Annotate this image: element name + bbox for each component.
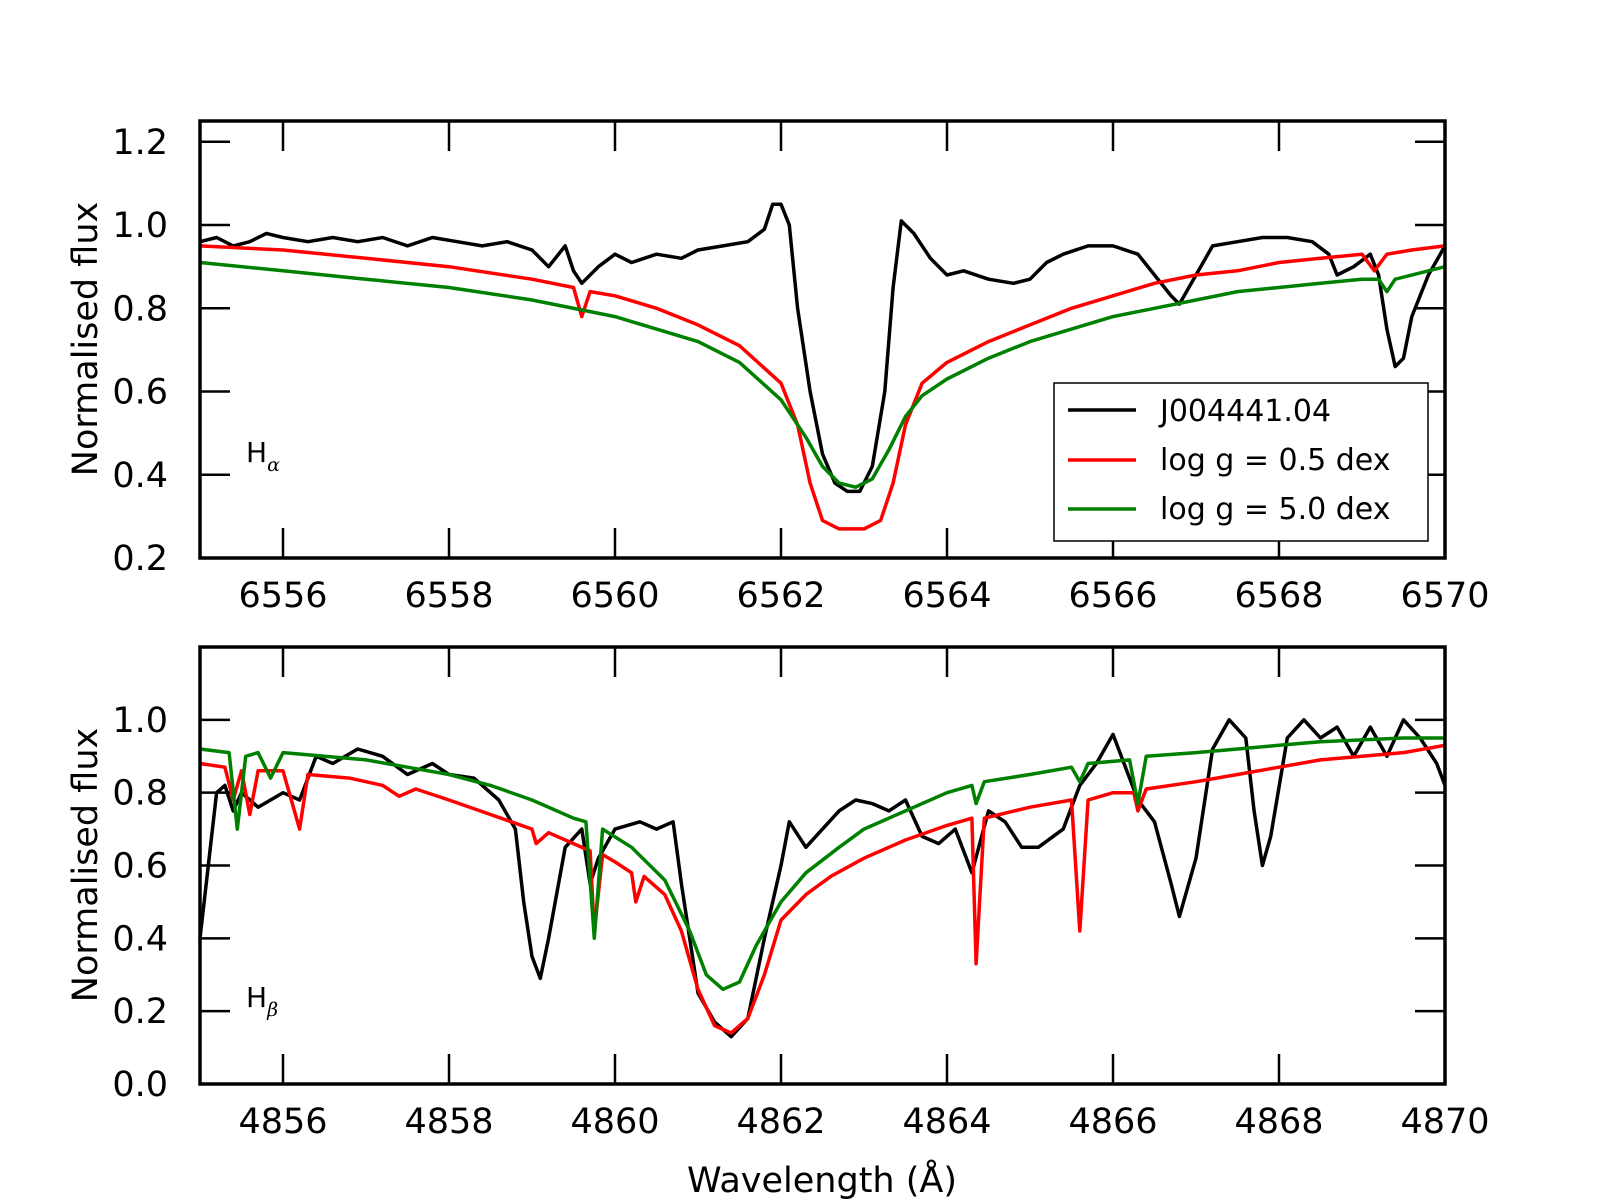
h-alpha-x-tick-label: 6560 xyxy=(570,576,659,616)
h-beta-x-tick-label: 4862 xyxy=(736,1102,825,1142)
h-alpha-x-tick-label: 6558 xyxy=(404,576,493,616)
h-alpha-panel-label: Hα xyxy=(246,436,280,476)
h-beta-series-lines xyxy=(198,718,1447,1039)
h-beta-x-tick-label: 4856 xyxy=(238,1102,327,1142)
h-beta-y-tick-label: 0.0 xyxy=(112,1065,168,1105)
h-alpha-y-tick-label: 1.0 xyxy=(112,206,168,246)
h-beta-y-axis-label: Normalised flux xyxy=(66,728,106,1002)
h-beta-x-tick-label: 4868 xyxy=(1234,1102,1323,1142)
h-alpha-series-log-g-5-0-dex xyxy=(199,260,1446,489)
h-beta-x-tick-label: 4866 xyxy=(1068,1102,1157,1142)
h-alpha-x-tick-label: 6568 xyxy=(1234,576,1323,616)
h-beta-y-tick-label: 0.2 xyxy=(112,992,168,1032)
h-beta-panel-label: Hβ xyxy=(246,981,278,1021)
h-beta-x-tick-label: 4864 xyxy=(902,1102,991,1142)
h-beta-plot-frame xyxy=(198,645,1447,1086)
h-alpha-series-log-g-0-5-dex xyxy=(199,244,1446,531)
h-alpha-y-tick-label: 0.8 xyxy=(112,289,168,329)
h-alpha-series-j004441-04 xyxy=(199,202,1447,494)
h-beta-y-tick-label: 0.8 xyxy=(112,774,168,814)
h-beta-series-log-g-0-5-dex xyxy=(199,743,1446,1035)
h-beta-y-tick-label: 0.6 xyxy=(112,847,168,887)
h-beta-x-tick-label: 4870 xyxy=(1400,1102,1489,1142)
h-beta-y-tick-label: 0.4 xyxy=(112,919,168,959)
h-beta-series-log-g-5-0-dex xyxy=(199,736,1445,992)
x-axis-label: Wavelength (Å) xyxy=(687,1158,957,1200)
legend-label-logg-0-5: log g = 0.5 dex xyxy=(1160,443,1391,478)
h-beta-panel: 4856 4858 4860 4862 4864 4866 4868 4870 0.0 0.2 0.… xyxy=(66,645,1490,1142)
h-alpha-y-tick-label: 0.6 xyxy=(112,373,168,413)
h-alpha-x-tick-label: 6556 xyxy=(238,576,327,616)
h-alpha-x-tick-label: 6564 xyxy=(902,576,991,616)
h-beta-series-j004441-04 xyxy=(198,718,1447,1039)
legend-label-logg-5-0: log g = 5.0 dex xyxy=(1160,492,1391,527)
h-alpha-x-tick-label: 6570 xyxy=(1400,576,1489,616)
h-beta-ticks: 4856 4858 4860 4862 4864 4866 4868 4870 0.0 0.2 0.… xyxy=(112,647,1490,1142)
h-alpha-y-tick-label: 0.2 xyxy=(112,539,168,579)
h-alpha-y-axis-label: Normalised flux xyxy=(66,202,106,476)
h-alpha-y-tick-label: 1.2 xyxy=(112,123,168,163)
h-alpha-y-tick-label: 0.4 xyxy=(112,456,168,496)
h-alpha-ticks: 6556 6558 6560 6562 6564 6566 6568 6570 0.2 0.4 0.… xyxy=(112,121,1490,616)
h-alpha-panel: 6556 6558 6560 6562 6564 6566 6568 6570 0.2 0.4 0.… xyxy=(66,119,1490,616)
h-alpha-x-tick-label: 6562 xyxy=(736,576,825,616)
h-alpha-x-tick-label: 6566 xyxy=(1068,576,1157,616)
h-alpha-plot-frame xyxy=(198,119,1447,560)
h-beta-y-tick-label: 1.0 xyxy=(112,701,168,741)
h-alpha-series-lines xyxy=(199,202,1447,531)
h-beta-x-tick-label: 4860 xyxy=(570,1102,659,1142)
legend: J004441.04 log g = 0.5 dex log g = 5.0 d… xyxy=(1053,382,1429,542)
h-beta-x-tick-label: 4858 xyxy=(404,1102,493,1142)
legend-label-observed: J004441.04 xyxy=(1158,394,1331,429)
